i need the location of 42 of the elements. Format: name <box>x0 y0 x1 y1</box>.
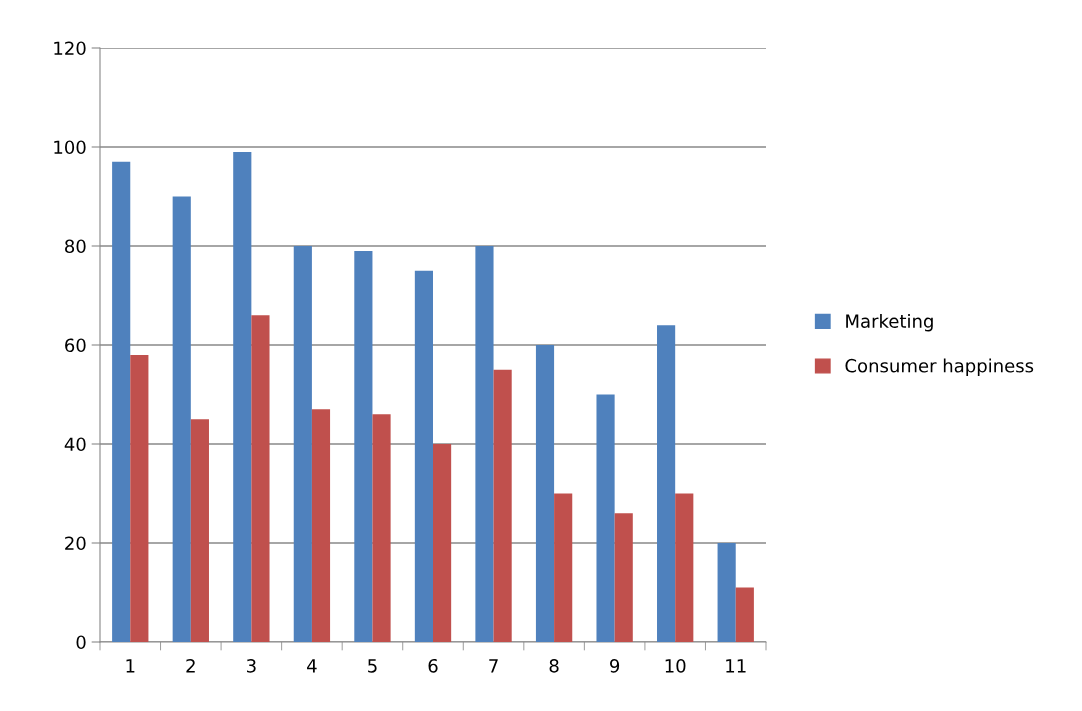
x-tick-label: 11 <box>726 659 746 673</box>
bar <box>414 270 433 642</box>
y-tick-label: 20 <box>65 536 86 551</box>
x-tick-label: 10 <box>665 658 686 673</box>
x-tick-label: 7 <box>489 659 498 673</box>
bar <box>657 325 676 642</box>
x-tick-label: 5 <box>368 659 377 673</box>
bar <box>311 409 331 642</box>
x-tick-label: 2 <box>186 658 195 673</box>
bar <box>675 493 694 642</box>
bar <box>735 587 754 642</box>
bar <box>172 196 191 642</box>
x-tick-label: 3 <box>247 658 256 673</box>
bar <box>251 315 270 642</box>
bar <box>717 543 736 642</box>
bar <box>535 345 555 642</box>
bar <box>130 354 149 642</box>
bar <box>475 246 494 642</box>
x-tick-label: 4 <box>307 659 317 673</box>
x-tick-label: 8 <box>549 658 559 673</box>
x-tick-label: 9 <box>610 658 620 673</box>
y-tick-label: 40 <box>64 437 86 452</box>
y-tick-label: 60 <box>65 338 86 353</box>
bar <box>112 161 131 642</box>
bar <box>554 493 573 642</box>
legend-label: Marketing <box>846 313 933 332</box>
y-tick-label: 120 <box>54 41 86 56</box>
bar <box>433 444 452 642</box>
y-tick-label: 100 <box>54 140 86 155</box>
bar <box>493 369 512 642</box>
bar <box>190 419 209 642</box>
bar <box>354 250 373 642</box>
x-tick-label: 1 <box>126 659 135 673</box>
bar <box>233 151 252 642</box>
y-tick-label: 80 <box>65 239 86 254</box>
bar <box>614 513 633 642</box>
bar <box>372 414 391 642</box>
bar <box>293 246 312 642</box>
legend-label: Consumer happiness <box>845 358 1034 377</box>
x-tick-label: 6 <box>428 658 438 673</box>
bar <box>596 394 615 642</box>
y-tick-label: 0 <box>76 635 86 650</box>
